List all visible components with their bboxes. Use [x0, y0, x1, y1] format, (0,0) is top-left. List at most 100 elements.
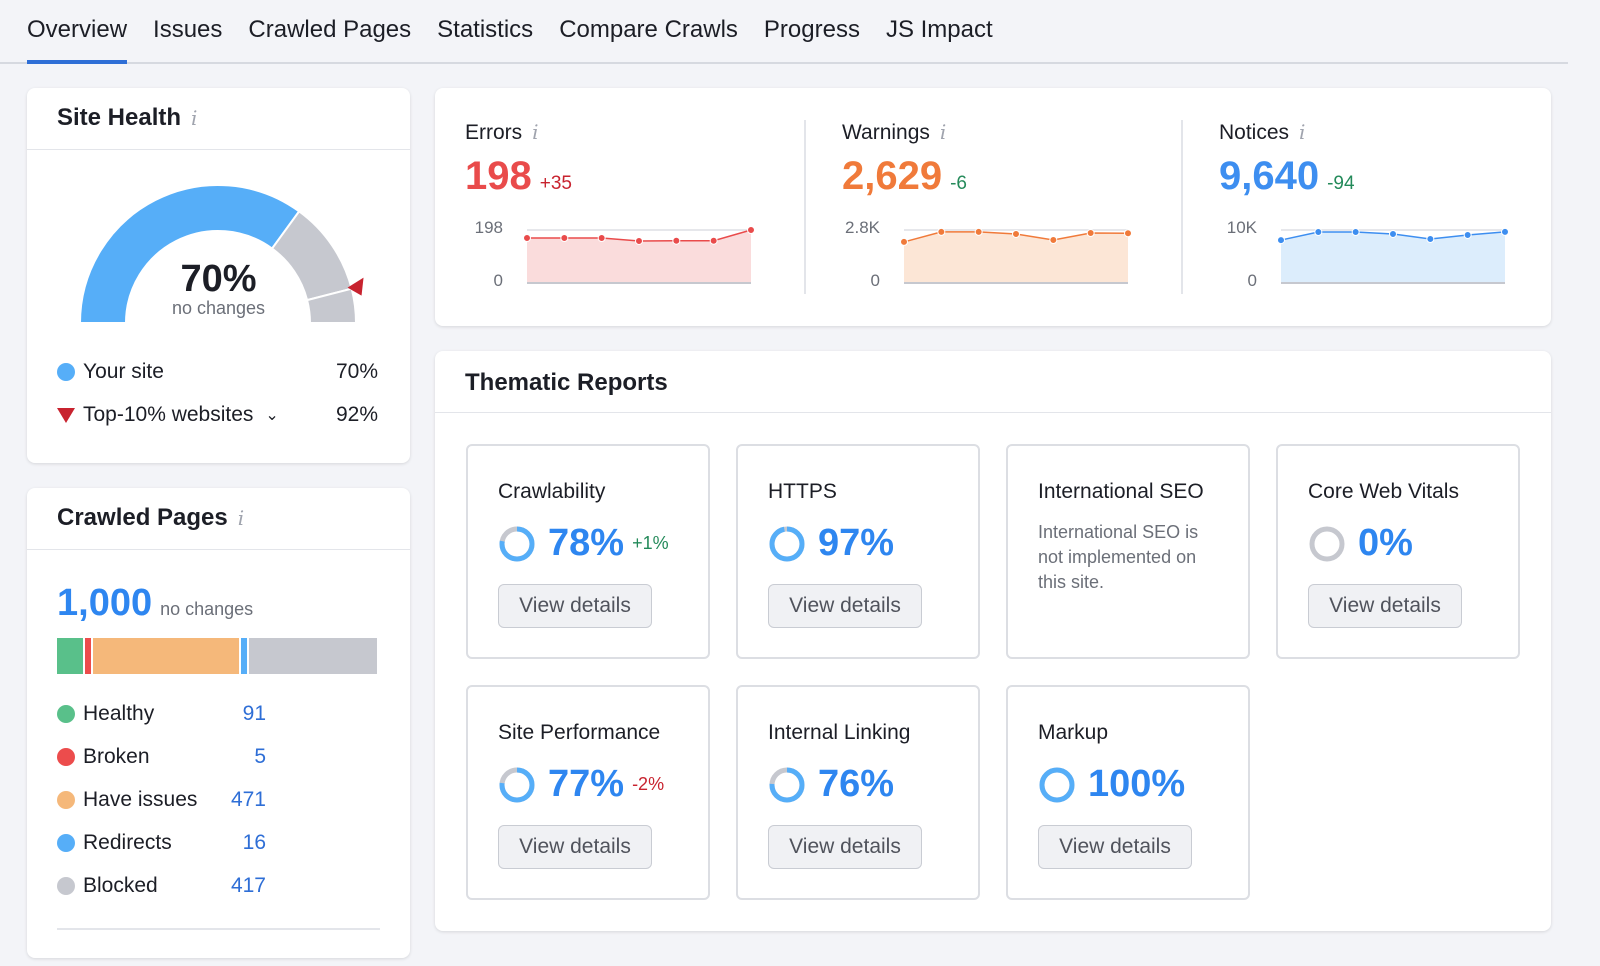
sparkline-point[interactable]: [1049, 236, 1058, 245]
legend-count[interactable]: 5: [254, 745, 266, 768]
legend-count[interactable]: 417: [230, 874, 266, 897]
metric-value[interactable]: 198: [465, 154, 532, 198]
sparkline-point[interactable]: [1086, 229, 1095, 238]
report-card-international-seo: International SEO International SEO is no…: [1006, 444, 1250, 659]
sparkline: [1277, 227, 1509, 284]
issues-summary-card: Errors i 198 +35 198 0 Warnings i 2,629 -6 2…: [435, 88, 1551, 326]
report-title: Internal Linking: [768, 721, 911, 744]
legend-label: Blocked: [83, 874, 158, 897]
axis-max-label: 198: [474, 218, 503, 237]
tab-overview[interactable]: Overview: [27, 0, 128, 64]
sparkline-point[interactable]: [1389, 229, 1397, 238]
legend-count[interactable]: 16: [242, 831, 266, 854]
report-title: Core Web Vitals: [1308, 480, 1459, 503]
bar-segment-healthy[interactable]: [57, 638, 86, 674]
status-dot-icon: [57, 705, 75, 723]
view-details-button[interactable]: View details: [1038, 825, 1192, 869]
tab-statistics[interactable]: Statistics: [437, 16, 534, 43]
metric-errors: Errors i 198 +35 198 0: [435, 88, 811, 324]
view-details-button[interactable]: View details: [498, 584, 652, 628]
tab-crawled-pages[interactable]: Crawled Pages: [248, 16, 412, 43]
sparkline-point[interactable]: [900, 237, 908, 246]
chevron-down-icon: ⌄: [265, 407, 279, 424]
sparkline-point[interactable]: [974, 227, 983, 236]
crawled-change: no changes: [160, 599, 254, 619]
info-icon[interactable]: i: [237, 506, 245, 530]
sparkline-point[interactable]: [1351, 228, 1360, 237]
bar-segment-broken[interactable]: [85, 638, 94, 674]
sparkline-point[interactable]: [1426, 235, 1435, 244]
bar-segment-have-issues[interactable]: [93, 638, 241, 674]
info-icon[interactable]: i: [1299, 120, 1306, 144]
sparkline-point[interactable]: [1314, 228, 1323, 237]
thematic-reports-card: Thematic Reports Crawlability 78% +1% View…: [435, 351, 1551, 931]
crawled-pages-bar: [57, 638, 379, 674]
sparkline-point[interactable]: [1463, 230, 1472, 239]
progress-ring-icon: [769, 767, 805, 802]
metric-label: Notices: [1219, 121, 1290, 144]
view-details-button[interactable]: View details: [498, 825, 652, 869]
legend-count[interactable]: 471: [230, 788, 266, 811]
legend-item: Have issues: [57, 788, 197, 812]
report-card-internal-linking: Internal Linking 76% View details: [736, 685, 980, 900]
report-score: 0%: [1358, 522, 1413, 564]
view-details-button[interactable]: View details: [768, 584, 922, 628]
legend-top10-dropdown[interactable]: Top-10% websites ⌄: [57, 403, 279, 427]
sparkline-point[interactable]: [747, 226, 755, 234]
tab-issues[interactable]: Issues: [153, 16, 223, 43]
sparkline-point[interactable]: [635, 236, 643, 245]
metric-label: Warnings: [842, 121, 930, 144]
report-title: HTTPS: [768, 480, 837, 503]
report-score: 78%: [548, 522, 625, 564]
legend-item: Broken: [57, 745, 150, 769]
metric-value[interactable]: 2,629: [842, 154, 943, 198]
bar-segment-redirects[interactable]: [240, 638, 249, 674]
info-icon[interactable]: i: [191, 106, 198, 130]
info-icon[interactable]: i: [939, 120, 947, 144]
site-health-value: 70%: [180, 258, 257, 300]
sparkline-point[interactable]: [709, 236, 718, 245]
info-icon[interactable]: i: [532, 120, 539, 144]
crawled-total[interactable]: 1,000: [57, 582, 153, 624]
sparkline-point[interactable]: [937, 227, 946, 236]
legend-label: Have issues: [83, 788, 198, 811]
progress-ring-icon: [1309, 526, 1345, 561]
report-score: 77%: [548, 763, 625, 805]
report-title: Site Performance: [498, 721, 661, 744]
report-score: 100%: [1088, 763, 1186, 805]
gauge-rest-arc: [305, 287, 358, 324]
metric-delta: -6: [950, 173, 968, 194]
tab-progress[interactable]: Progress: [763, 16, 860, 43]
sparkline-area: [904, 231, 1128, 283]
axis-min-label: 0: [870, 271, 880, 290]
metric-label: Errors: [465, 121, 523, 144]
top10-marker-icon: [347, 277, 364, 296]
tab-compare-crawls[interactable]: Compare Crawls: [559, 16, 738, 43]
sparkline-point[interactable]: [1501, 227, 1509, 236]
view-details-button[interactable]: View details: [1308, 584, 1462, 628]
sparkline-point[interactable]: [1124, 229, 1132, 238]
tab-js-impact[interactable]: JS Impact: [885, 16, 993, 43]
site-health-gauge: [78, 184, 364, 324]
sparkline-point[interactable]: [672, 236, 681, 245]
axis-min-label: 0: [1247, 271, 1257, 290]
metric-delta: -94: [1327, 173, 1355, 194]
report-score: 76%: [818, 763, 895, 805]
sparkline-point[interactable]: [560, 234, 569, 243]
sparkline-point[interactable]: [597, 234, 606, 243]
view-details-button[interactable]: View details: [768, 825, 922, 869]
status-dot-icon: [57, 834, 75, 852]
sparkline-point[interactable]: [1012, 229, 1020, 238]
site-health-change: no changes: [171, 298, 266, 318]
gauge-your-site-arc: [78, 184, 301, 324]
legend-count[interactable]: 91: [242, 702, 266, 725]
bar-segment-blocked[interactable]: [248, 638, 379, 674]
progress-ring-icon: [499, 767, 535, 802]
metric-value[interactable]: 9,640: [1219, 154, 1320, 198]
report-delta: +1%: [632, 533, 669, 553]
site-health-card: Site Health i 70% no changes Your site 70…: [27, 88, 410, 463]
blue-dot-icon: [57, 363, 75, 381]
sparkline-point[interactable]: [523, 234, 531, 243]
sparkline-point[interactable]: [1277, 236, 1285, 245]
status-dot-icon: [57, 748, 75, 766]
